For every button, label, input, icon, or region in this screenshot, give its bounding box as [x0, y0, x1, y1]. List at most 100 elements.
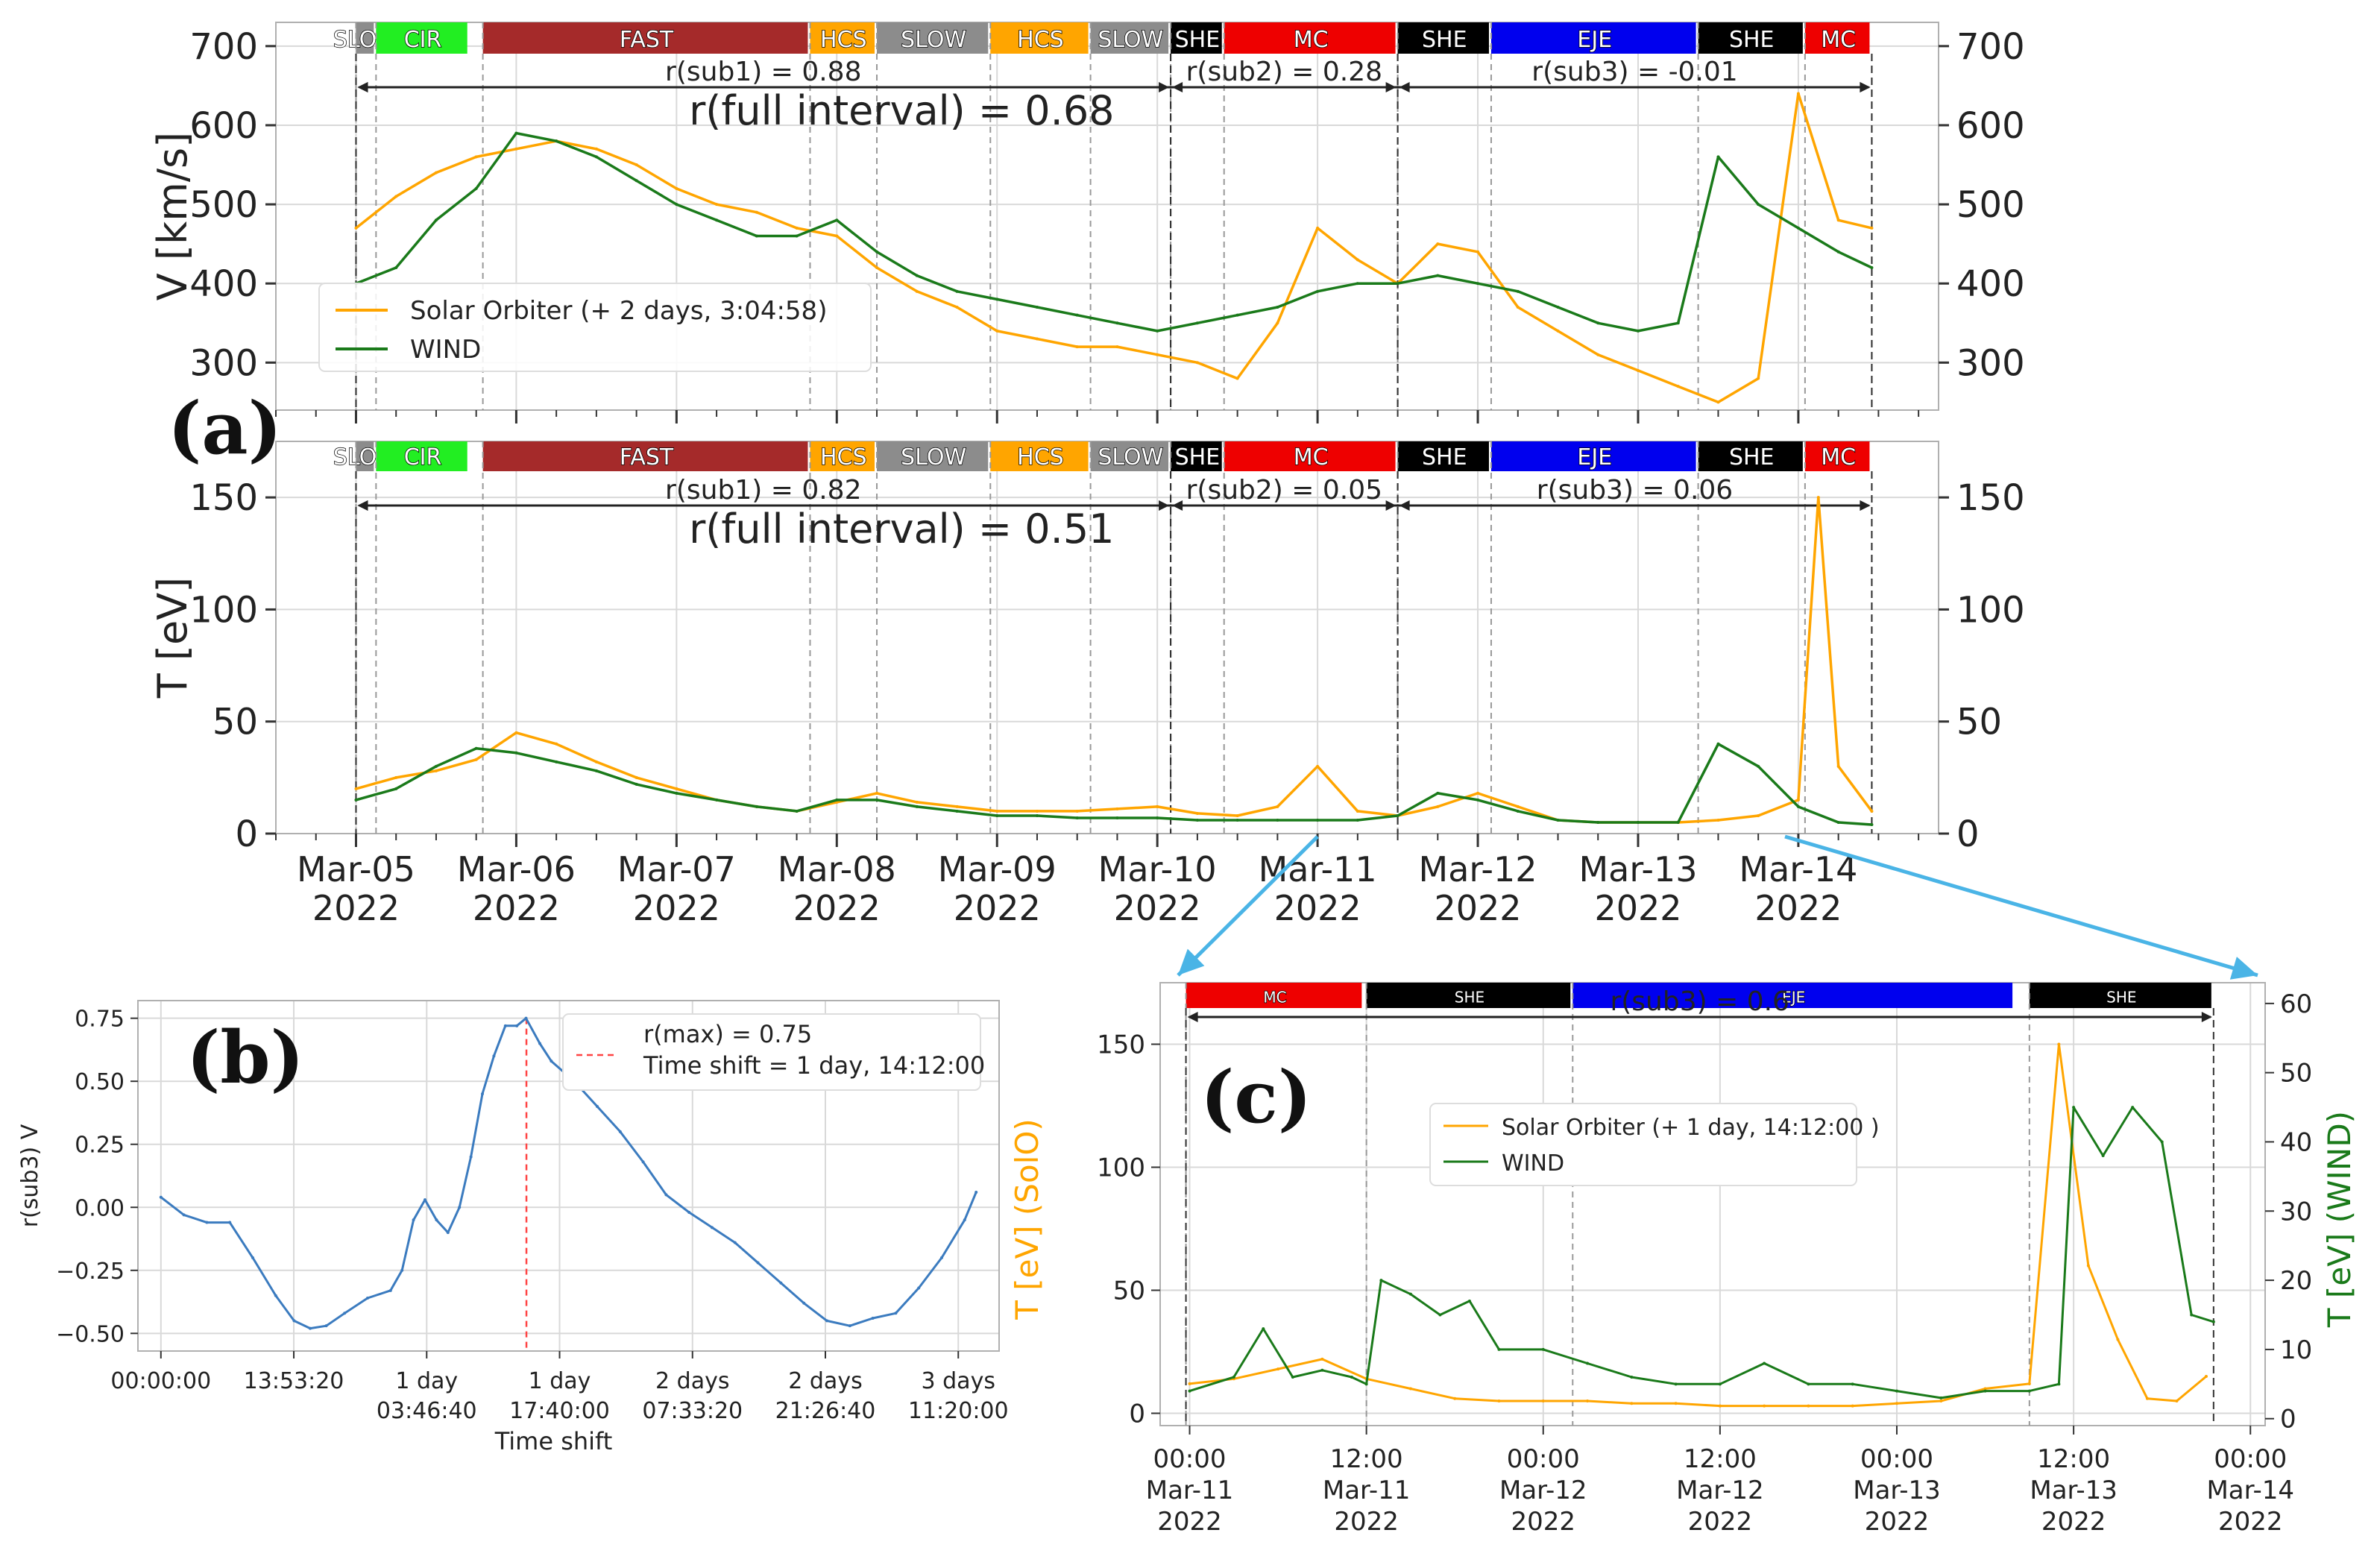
data-point — [1035, 337, 1039, 341]
data-point — [2057, 1042, 2061, 1046]
data-point — [1674, 1402, 1678, 1405]
data-point — [1235, 813, 1239, 817]
y-tick-label-right: 50 — [2280, 1059, 2312, 1089]
data-point — [1276, 805, 1279, 808]
data-point — [2057, 1382, 2061, 1386]
x-tick-label: Mar-13 — [1578, 849, 1697, 890]
y-tick-label-left: 0 — [235, 813, 258, 855]
data-point — [474, 758, 478, 761]
data-point — [481, 1092, 484, 1096]
data-point — [1476, 798, 1480, 802]
y-tick-label-left: 100 — [1097, 1153, 1145, 1183]
range-arrowhead-left — [1187, 1012, 1198, 1022]
legend-label: WIND — [1502, 1150, 1564, 1177]
data-point — [1350, 1376, 1353, 1379]
data-point — [1596, 321, 1600, 325]
data-point — [1235, 377, 1239, 380]
data-point — [1262, 1327, 1265, 1331]
x-tick-label: 3 days — [922, 1368, 995, 1394]
data-point — [251, 1256, 254, 1259]
y-tick-label-right: 700 — [1956, 26, 2025, 68]
y-tick-label-left: 400 — [189, 263, 258, 305]
data-point — [1836, 820, 1840, 824]
data-point — [715, 798, 719, 802]
y-tick-label-right: 10 — [2280, 1335, 2312, 1365]
data-point — [963, 1218, 966, 1222]
data-point — [182, 1213, 186, 1217]
data-point — [514, 751, 518, 755]
data-point — [1035, 306, 1039, 309]
x-tick-label: Mar-07 — [617, 849, 736, 890]
data-point — [1586, 1361, 1590, 1365]
x-tick-label: 1 day — [395, 1368, 458, 1394]
x-tick-label-year: 2022 — [1157, 1507, 1222, 1537]
data-point — [1436, 242, 1440, 246]
event-label: SHE — [1422, 27, 1467, 53]
y-tick-label-left: 300 — [189, 342, 258, 384]
data-point — [915, 289, 919, 293]
event-label: MC — [1294, 27, 1329, 53]
y-tick-label-right: 0 — [1956, 813, 1980, 855]
x-axis-label: Time shift — [494, 1427, 613, 1455]
data-point — [1718, 1382, 1722, 1386]
data-point — [915, 800, 919, 804]
data-point — [354, 787, 358, 790]
event-segment — [1804, 22, 1870, 54]
data-point — [1396, 282, 1399, 286]
data-point — [1408, 1387, 1412, 1391]
x-tick-label: 2 days — [788, 1368, 862, 1394]
data-point — [1316, 226, 1320, 230]
data-point — [354, 798, 358, 802]
y-tick-label: −0.50 — [56, 1321, 125, 1347]
data-point — [635, 775, 638, 779]
data-point — [446, 1231, 450, 1235]
data-point — [835, 218, 839, 222]
zoom-arrows — [1177, 834, 2258, 980]
data-point — [159, 1195, 163, 1199]
data-point — [995, 329, 999, 333]
event-segment — [1490, 22, 1696, 54]
data-point — [715, 218, 719, 222]
data-point — [995, 809, 999, 813]
data-point — [802, 1301, 806, 1305]
y-tick-label-right: 500 — [1956, 184, 2025, 226]
data-point — [594, 155, 598, 159]
series-line — [1189, 1043, 2207, 1408]
event-label: HCS — [1017, 27, 1064, 53]
data-point — [555, 760, 558, 763]
event-label: SHE — [1175, 27, 1221, 53]
range-annotation: r(sub2) = 0.28 — [1186, 57, 1382, 87]
event-label: SHE — [1422, 444, 1467, 470]
data-point — [756, 1261, 760, 1265]
x-tick-label: 00:00 — [1860, 1444, 1933, 1474]
event-label: HCS — [820, 27, 867, 53]
data-point — [915, 274, 919, 277]
panel-label: (a) — [168, 386, 282, 470]
data-point — [995, 813, 999, 817]
event-segment — [482, 441, 808, 471]
data-point — [875, 265, 879, 269]
x-tick-label-line2: 21:26:40 — [775, 1398, 876, 1424]
y-tick-label-left: 50 — [212, 702, 258, 743]
data-point — [848, 1324, 851, 1328]
event-segment — [1397, 22, 1489, 54]
data-point — [474, 155, 478, 159]
data-point — [1516, 805, 1520, 808]
y-tick-label: 0.50 — [75, 1069, 125, 1095]
data-point — [779, 1281, 783, 1285]
y-axis-label: r(sub3) V — [17, 1124, 43, 1227]
range-arrowhead-right — [1860, 500, 1871, 511]
data-point — [1320, 1357, 1324, 1361]
data-point — [1586, 1399, 1590, 1402]
x-tick-label-year: 2022 — [2041, 1507, 2106, 1537]
x-tick-label: Mar-06 — [457, 849, 576, 890]
data-point — [1676, 385, 1680, 388]
data-point — [835, 798, 839, 802]
event-segment — [1224, 22, 1396, 54]
event-segment — [1572, 983, 2013, 1008]
axes-frame — [137, 1000, 1000, 1352]
data-point — [514, 131, 518, 135]
x-tick-label: 12:00 — [2037, 1444, 2110, 1474]
range-annotation: r(sub3) = 0.06 — [1537, 475, 1733, 506]
data-point — [875, 250, 879, 254]
